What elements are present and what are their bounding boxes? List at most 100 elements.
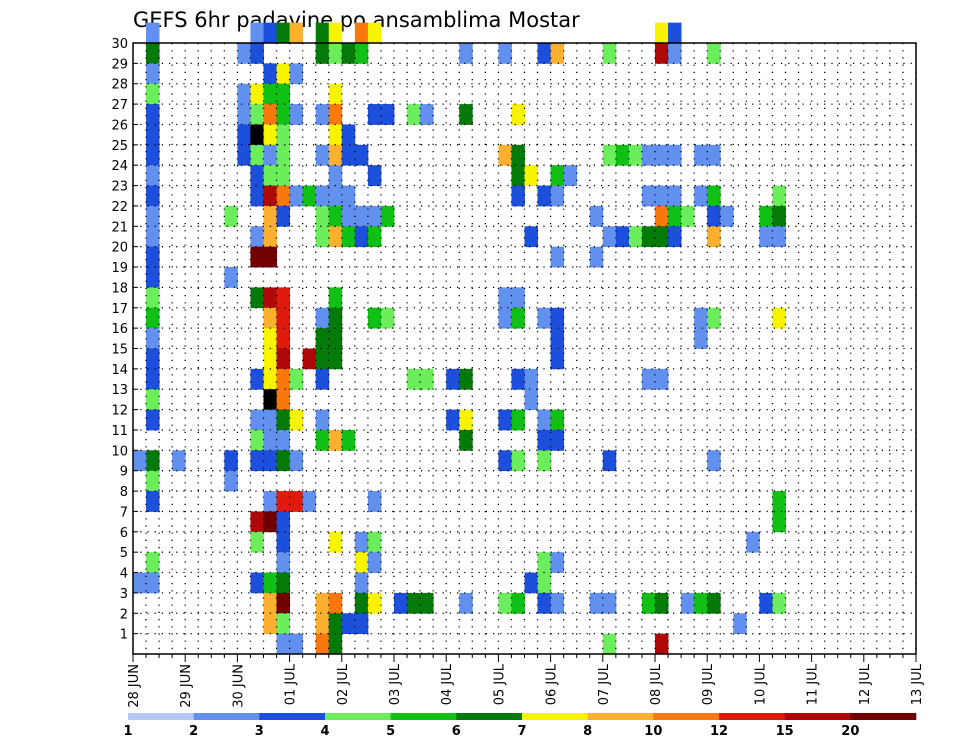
- colorbar-swatch: [390, 713, 457, 720]
- heatmap-cells: [133, 22, 786, 655]
- heatmap-cell: [328, 144, 343, 166]
- heatmap-cell: [681, 205, 695, 227]
- heatmap-cell: [328, 633, 343, 655]
- heatmap-cell: [354, 531, 369, 553]
- heatmap-cell: [420, 104, 434, 125]
- heatmap-cell: [315, 104, 330, 125]
- x-tick-label: 06 JUL: [545, 663, 560, 705]
- heatmap-cell: [315, 409, 330, 431]
- x-tick-label: 12 JUL: [858, 663, 873, 705]
- heatmap-cell: [328, 531, 343, 553]
- heatmap-cell: [354, 226, 369, 248]
- heatmap-cell: [589, 592, 604, 614]
- heatmap-cell: [459, 409, 473, 431]
- heatmap-cell: [146, 409, 160, 431]
- heatmap-cell: [367, 205, 382, 227]
- heatmap-cell: [367, 531, 382, 553]
- y-tick-label: 4: [120, 567, 128, 582]
- y-axis: 1234567891011121314151617181920212223242…: [111, 37, 138, 643]
- heatmap-cell: [380, 104, 395, 125]
- heatmap-cell: [250, 531, 264, 553]
- heatmap-cell: [315, 348, 330, 370]
- heatmap-cell: [354, 552, 369, 573]
- heatmap-cell: [146, 185, 160, 207]
- heatmap-cell: [250, 572, 264, 594]
- colorbar-swatch: [259, 713, 326, 720]
- heatmap-cell: [602, 633, 617, 655]
- colorbar-tick-label: 4: [320, 724, 329, 739]
- heatmap-cell: [263, 83, 277, 105]
- heatmap-cell: [237, 43, 251, 64]
- heatmap-cell: [498, 307, 512, 329]
- heatmap-cell: [276, 592, 290, 614]
- heatmap-cell: [315, 22, 330, 44]
- y-tick-label: 30: [111, 37, 128, 52]
- heatmap-cell: [224, 450, 238, 472]
- heatmap-cell: [289, 450, 304, 472]
- x-tick-label: 01 JUL: [284, 663, 299, 705]
- heatmap-cell: [550, 348, 565, 370]
- heatmap-cell: [537, 450, 551, 472]
- heatmap-cell: [276, 572, 290, 594]
- colorbar-swatch: [325, 713, 391, 720]
- heatmap-cell: [263, 429, 277, 451]
- heatmap-cell: [276, 165, 290, 186]
- heatmap-cell: [146, 144, 160, 166]
- heatmap-cell: [511, 592, 525, 614]
- colorbar-swatch: [522, 713, 588, 720]
- heatmap-cell: [772, 205, 786, 227]
- heatmap-cell: [146, 307, 160, 329]
- heatmap-cell: [524, 368, 538, 390]
- heatmap-cell: [707, 307, 721, 329]
- heatmap-cell: [146, 328, 160, 349]
- heatmap-cell: [759, 226, 773, 248]
- heatmap-cell: [459, 104, 473, 125]
- heatmap-cell: [224, 470, 238, 492]
- heatmap-cell: [367, 165, 382, 186]
- heatmap-cell: [459, 43, 473, 64]
- heatmap-cell: [263, 511, 277, 533]
- heatmap-cell: [276, 389, 290, 410]
- heatmap-cell: [328, 348, 343, 370]
- heatmap-cell: [146, 63, 160, 85]
- y-tick-label: 15: [111, 343, 128, 358]
- colorbar-swatch: [193, 713, 260, 720]
- heatmap-cell: [315, 368, 330, 390]
- heatmap-cell: [328, 165, 343, 186]
- y-tick-label: 6: [120, 526, 128, 541]
- heatmap-cell: [341, 226, 356, 248]
- heatmap-cell: [276, 307, 290, 329]
- heatmap-cell: [772, 511, 786, 533]
- heatmap-cell: [537, 552, 551, 573]
- heatmap-cell: [707, 205, 721, 227]
- heatmap-cell: [341, 429, 356, 451]
- heatmap-cell: [276, 328, 290, 349]
- heatmap-cell: [707, 226, 721, 248]
- heatmap-cell: [250, 124, 264, 146]
- y-tick-label: 11: [111, 424, 128, 439]
- heatmap-cell: [250, 144, 264, 166]
- heatmap-cell: [328, 43, 343, 64]
- heatmap-cell: [237, 144, 251, 166]
- heatmap-cell: [250, 83, 264, 105]
- y-tick-label: 23: [111, 180, 128, 195]
- heatmap-cell: [146, 104, 160, 125]
- heatmap-cell: [263, 22, 277, 44]
- colorbar-tick-label: 7: [517, 724, 526, 739]
- heatmap-cell: [146, 83, 160, 105]
- colorbar-tick-label: 10: [644, 724, 662, 739]
- heatmap-cell: [655, 226, 669, 248]
- heatmap-cell: [759, 205, 773, 227]
- heatmap-cell: [446, 368, 460, 390]
- y-tick-label: 22: [111, 200, 128, 215]
- heatmap-cell: [289, 185, 304, 207]
- heatmap-cell: [276, 63, 290, 85]
- heatmap-cell: [276, 491, 290, 512]
- colorbar-swatch: [456, 713, 523, 720]
- heatmap-cell: [250, 104, 264, 125]
- heatmap-cell: [328, 592, 343, 614]
- heatmap-cell: [328, 328, 343, 349]
- heatmap-cell: [315, 226, 330, 248]
- heatmap-cell: [407, 592, 421, 614]
- x-tick-label: 07 JUL: [597, 663, 612, 705]
